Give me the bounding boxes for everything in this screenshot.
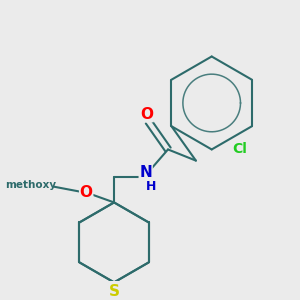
Text: S: S — [109, 284, 120, 299]
Text: S: S — [109, 284, 120, 299]
Text: Cl: Cl — [232, 142, 247, 157]
Text: H: H — [146, 180, 156, 193]
Text: O: O — [140, 106, 153, 122]
Text: O: O — [80, 185, 93, 200]
Text: methoxy: methoxy — [5, 180, 56, 190]
Text: N: N — [139, 165, 152, 180]
